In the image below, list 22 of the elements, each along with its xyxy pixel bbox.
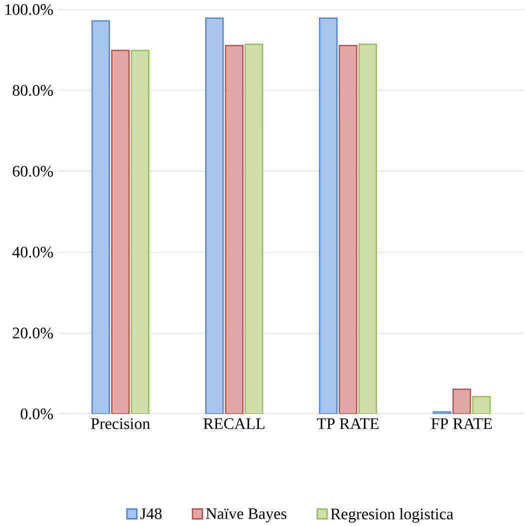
x-tick-label: Precision	[91, 418, 150, 430]
x-tick-label: TP RATE	[317, 418, 379, 429]
legend-label: Naïve Bayes	[206, 508, 287, 522]
y-tick-label: 40.0%	[12, 246, 54, 258]
y-tick-label: 20.0%	[13, 328, 54, 339]
bar	[205, 17, 224, 414]
y-tick-label: 80.0%	[12, 84, 54, 96]
x-tick-label: FP RATE	[431, 418, 492, 429]
y-tick-label: 0.0%	[20, 408, 54, 420]
bar	[92, 20, 110, 414]
bar	[338, 44, 358, 414]
y-tick-label: 100.0%	[6, 4, 54, 15]
legend-label: Regresion logistica	[330, 508, 454, 523]
bar	[319, 17, 338, 414]
bar	[111, 50, 130, 414]
bar	[244, 44, 264, 414]
legend-label: J48	[140, 508, 162, 520]
bar	[131, 50, 150, 414]
x-tick-label: RECALL	[204, 418, 265, 430]
y-tick-label: 60.0%	[13, 166, 54, 177]
bar	[358, 44, 378, 414]
bar	[225, 44, 244, 414]
